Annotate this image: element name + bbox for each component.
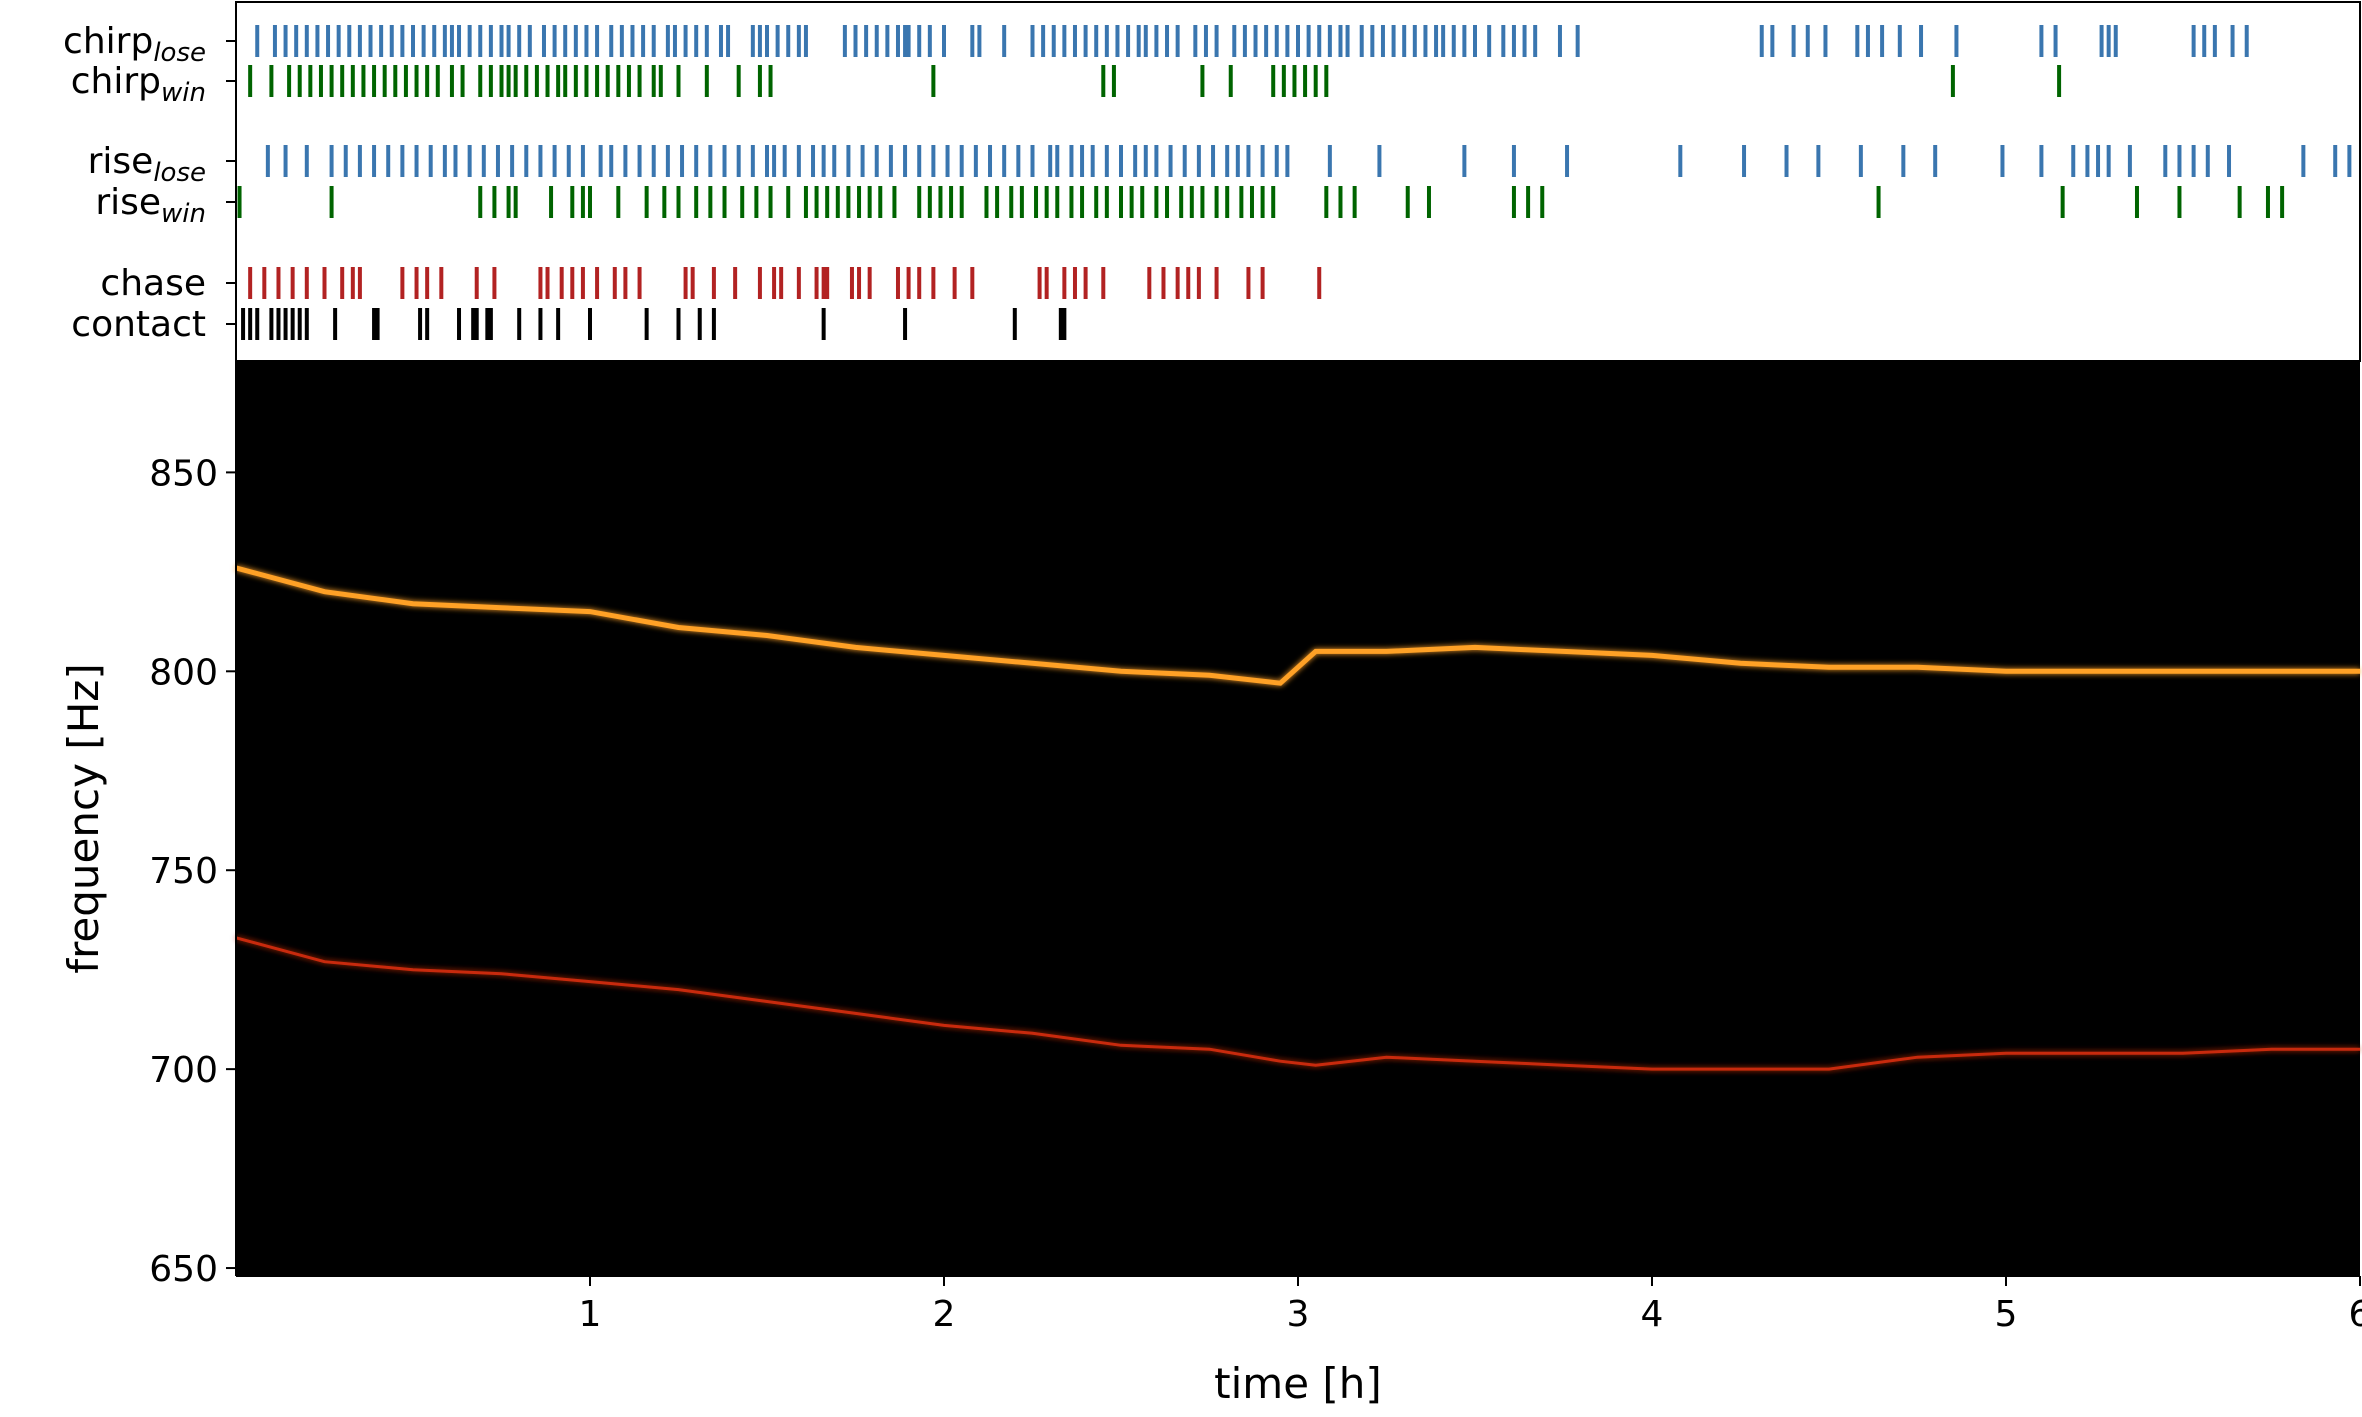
- raster-frame: [235, 1, 2361, 362]
- row-label: chase: [100, 263, 206, 304]
- y-tick-label: 650: [149, 1249, 218, 1290]
- event-raster: chirplosechirpwinriseloserisewinchasecon…: [63, 1, 2361, 362]
- spectrogram-panel: 1 2 3 4 5 6 650 700 750 800 850 time [h] frequency […: [59, 361, 2362, 1408]
- row-label: riselose: [88, 141, 206, 188]
- y-tick-label: 700: [149, 1050, 218, 1091]
- row-subscript: win: [161, 78, 206, 108]
- row-label: chirplose: [63, 21, 206, 68]
- row-subscript: lose: [153, 158, 206, 188]
- row-name: chirp: [63, 21, 153, 62]
- row-name: contact: [71, 304, 206, 345]
- row-name: rise: [88, 141, 154, 182]
- x-tick-label: 3: [1287, 1294, 1310, 1335]
- frequency-trace: [235, 565, 2360, 686]
- x-tick-label: 5: [1995, 1294, 2018, 1335]
- row-name: chase: [100, 263, 206, 304]
- row-subscript: win: [161, 199, 206, 229]
- row-label: chirpwin: [71, 61, 206, 108]
- spectrogram-background: [236, 361, 2360, 1276]
- x-axis-label: time [h]: [1214, 1359, 1382, 1408]
- x-tick-label: 1: [579, 1294, 602, 1335]
- x-tick-label: 4: [1641, 1294, 1664, 1335]
- x-tick-label: 6: [2349, 1294, 2362, 1335]
- y-tick-label: 800: [149, 652, 218, 693]
- y-tick-label: 850: [149, 453, 218, 494]
- x-tick-label: 2: [933, 1294, 956, 1335]
- y-tick-label: 750: [149, 851, 218, 892]
- y-axis-label: frequency [Hz]: [59, 663, 108, 973]
- row-name: rise: [95, 182, 161, 223]
- row-subscript: lose: [153, 38, 206, 68]
- row-name: chirp: [71, 61, 161, 102]
- row-label: risewin: [95, 182, 206, 229]
- row-label: contact: [71, 304, 206, 345]
- frequency-trace: [235, 936, 2360, 1071]
